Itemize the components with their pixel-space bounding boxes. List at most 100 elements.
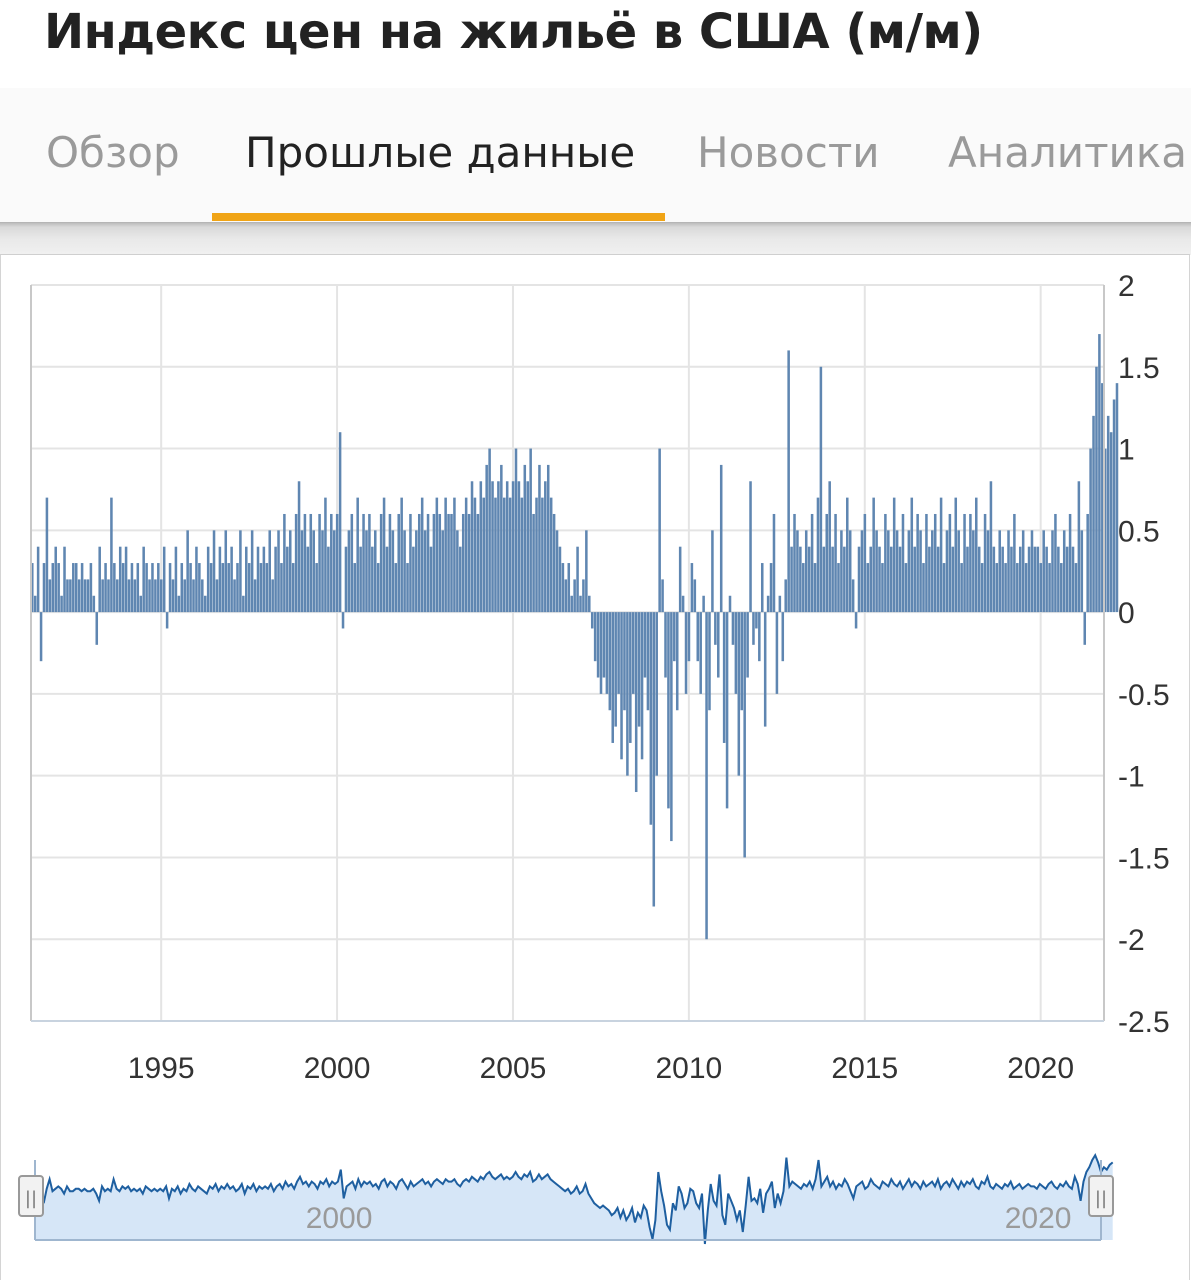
bar: [541, 497, 544, 613]
bar: [353, 563, 357, 613]
bar: [529, 448, 532, 613]
bar: [881, 563, 884, 613]
bar: [760, 563, 764, 613]
bar: [60, 595, 63, 613]
navigator-area: [35, 1155, 1113, 1244]
bar: [195, 546, 198, 613]
bar: [649, 612, 653, 825]
bar: [274, 546, 277, 613]
bar: [221, 563, 225, 613]
bar: [538, 464, 541, 613]
navigator-tick-label: 2000: [306, 1202, 373, 1235]
x-tick-label: 2020: [1007, 1052, 1074, 1085]
bar: [596, 612, 600, 678]
bar: [922, 563, 925, 613]
bar: [573, 579, 576, 613]
bar: [359, 546, 362, 613]
bar: [787, 350, 790, 613]
bar: [585, 530, 588, 613]
bar: [986, 530, 990, 613]
bar: [678, 546, 682, 613]
bar: [89, 563, 93, 613]
navigator-tick-label: 2020: [1005, 1202, 1072, 1235]
bar: [464, 497, 468, 613]
bar: [608, 612, 612, 711]
bar: [321, 530, 324, 613]
bar: [1086, 513, 1089, 613]
bar: [362, 513, 365, 613]
bar: [133, 579, 137, 613]
bar: [825, 513, 829, 613]
bar: [749, 481, 752, 613]
bar: [857, 546, 861, 613]
handle-grip-icon: ||: [1095, 1188, 1107, 1209]
bar: [731, 612, 735, 645]
bar: [1051, 530, 1054, 613]
bar: [36, 546, 40, 613]
y-tick-label: 0: [1118, 597, 1135, 630]
bar: [523, 464, 527, 613]
navigator-right-handle[interactable]: [1088, 1175, 1114, 1217]
bar: [567, 563, 571, 613]
bar: [675, 612, 679, 711]
bar: [403, 530, 406, 613]
y-tick-label: -1: [1118, 761, 1145, 794]
bar: [74, 563, 78, 613]
bar: [165, 612, 169, 629]
bar: [977, 546, 981, 613]
bar: [283, 513, 286, 613]
bar: [1024, 563, 1028, 613]
bar: [1106, 415, 1110, 613]
bar: [1071, 546, 1075, 613]
bar: [555, 530, 559, 613]
x-tick-label: 2005: [480, 1052, 547, 1085]
bar: [250, 530, 254, 613]
tab-overview[interactable]: Обзор: [46, 128, 180, 177]
bar: [1080, 530, 1084, 613]
bar: [928, 546, 931, 613]
bar: [837, 563, 840, 613]
bar: [239, 530, 242, 613]
bar: [558, 546, 562, 613]
bar: [494, 497, 497, 613]
bar: [860, 530, 864, 613]
bar: [714, 612, 717, 645]
bar: [544, 481, 547, 613]
tab-historical-data[interactable]: Прошлые данные: [245, 128, 636, 177]
bar: [1068, 513, 1072, 613]
bar: [341, 612, 345, 629]
bar: [549, 497, 553, 613]
bar: [919, 530, 922, 613]
navigator-left-handle[interactable]: [18, 1175, 44, 1217]
bar: [171, 579, 175, 613]
bar: [101, 579, 104, 613]
bar: [247, 563, 251, 613]
bar: [546, 464, 550, 613]
bar: [51, 563, 55, 613]
bar: [72, 563, 75, 613]
bar: [218, 546, 222, 613]
bar: [245, 546, 248, 613]
bar: [582, 579, 585, 613]
bar: [215, 579, 219, 613]
y-tick-label: -2: [1118, 924, 1145, 957]
bar: [989, 481, 993, 613]
bar: [684, 612, 688, 694]
bar: [371, 546, 374, 613]
bar: [972, 530, 975, 613]
tab-analytics[interactable]: Аналитика: [948, 128, 1187, 177]
bar: [435, 497, 439, 613]
bar: [77, 579, 81, 613]
bar: [804, 530, 808, 613]
bar: [640, 612, 644, 760]
bar: [1036, 546, 1040, 613]
bar: [224, 530, 228, 613]
bar: [851, 579, 855, 613]
bar: [332, 530, 336, 613]
y-tick-label: 1: [1118, 434, 1135, 467]
bar: [444, 497, 447, 613]
tab-news[interactable]: Новости: [697, 128, 880, 177]
bar: [576, 546, 579, 613]
bar: [154, 579, 157, 613]
bar: [262, 546, 266, 613]
